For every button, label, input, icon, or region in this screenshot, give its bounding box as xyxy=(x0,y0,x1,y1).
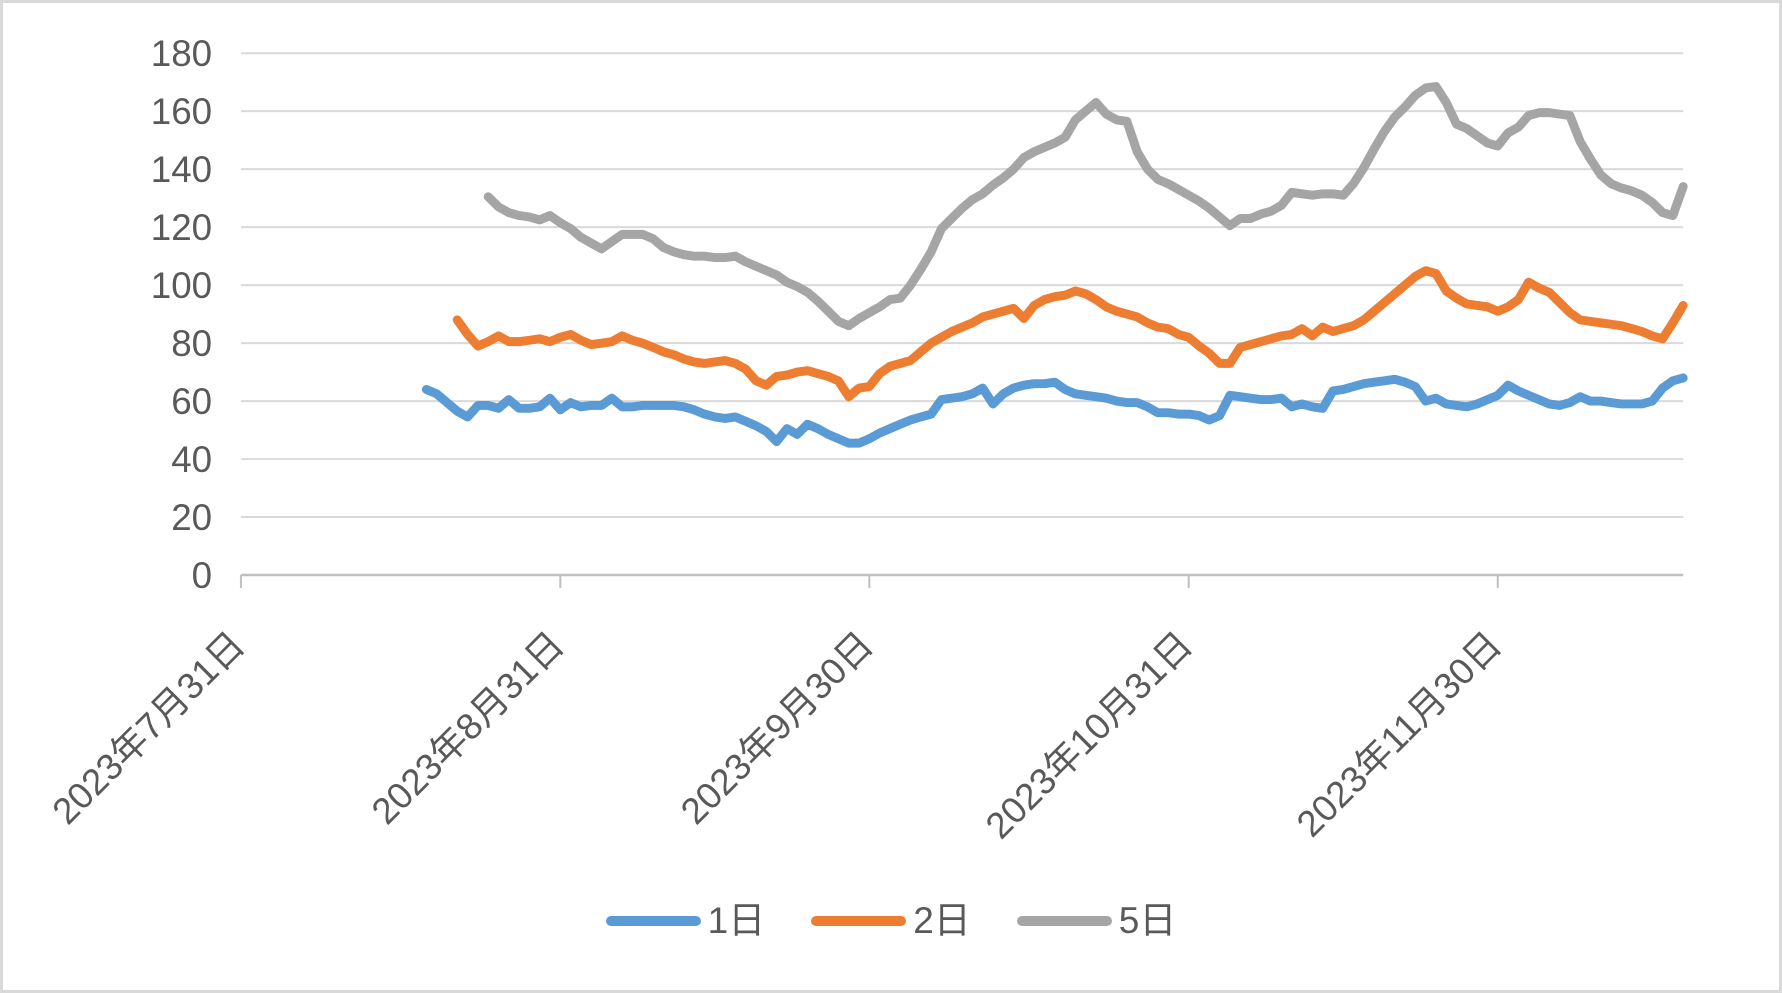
y-axis-label: 140 xyxy=(151,149,212,190)
x-axis-label: 2023年9月30日 xyxy=(673,624,881,832)
y-axis-label: 100 xyxy=(151,265,212,306)
x-axis-label: 2023年7月31日 xyxy=(44,624,252,832)
y-axis-label: 20 xyxy=(171,497,212,538)
chart-legend: 1日 2日 5日 xyxy=(3,902,1779,939)
legend-swatch-series-2-icon xyxy=(811,915,907,926)
y-axis-label: 80 xyxy=(171,323,212,364)
x-axis-label: 2023年8月31日 xyxy=(364,624,572,832)
legend-swatch-series-3-icon xyxy=(1016,915,1112,926)
series-line-2[interactable] xyxy=(452,266,1688,402)
legend-item-series-2[interactable]: 2日 xyxy=(811,902,971,939)
legend-item-series-1[interactable]: 1日 xyxy=(605,900,766,941)
y-axis-label: 160 xyxy=(151,91,212,132)
legend-label-series-3: 5日 xyxy=(1118,900,1177,941)
y-axis-label: 120 xyxy=(151,207,212,248)
legend-swatch-series-1-icon xyxy=(605,915,701,926)
x-axis-label: 2023年10月31日 xyxy=(978,624,1201,847)
legend-label-series-1: 1日 xyxy=(707,900,766,941)
x-axis-label: 2023年11月30日 xyxy=(1289,624,1510,845)
y-axis-label: 40 xyxy=(171,439,212,480)
legend-item-series-3[interactable]: 5日 xyxy=(1016,900,1177,941)
y-axis-label: 0 xyxy=(192,555,212,596)
y-axis-label: 180 xyxy=(151,33,212,74)
series-line-3[interactable] xyxy=(483,82,1688,331)
series-line-1[interactable] xyxy=(421,373,1688,448)
line-chart-plot: 0 20 40 60 80 100 120 140 160 180 2023年7月31日 2023年8… xyxy=(44,33,1688,847)
y-axis-label: 60 xyxy=(171,381,212,422)
legend-label-series-2: 2日 xyxy=(913,900,971,941)
